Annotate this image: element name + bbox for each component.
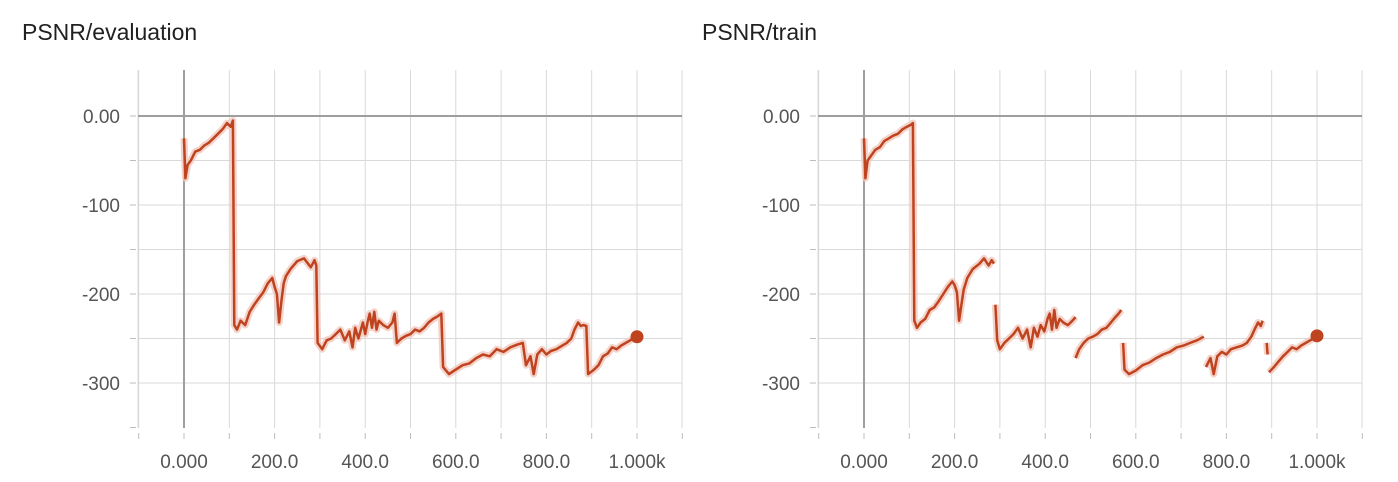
y-tick-label: -200 [762,285,800,306]
x-tick-label: 400.0 [1021,452,1069,473]
series-line [862,121,996,330]
chart-svg: 0.000 200.0 400.0 600.0 800.0 1.000k 0.00 -100 -… [762,70,1363,473]
chart-panel-evaluation: PSNR/evaluation 0.000 200.0 400.0 600.0 800.… [0,0,683,482]
last-point-marker [630,330,644,344]
x-tick-label: 0.000 [160,452,208,473]
chart-title: PSNR/evaluation [22,19,198,45]
series-line [1268,334,1318,374]
x-tick-label: 600.0 [1112,452,1160,473]
series-line [994,304,1077,351]
x-tick-label: 200.0 [931,452,979,473]
series-line [1265,342,1269,355]
chart-panel-train: PSNR/train 0.000 200.0 400.0 600.0 800.0 1.00… [680,0,1363,482]
x-tick-label: 1.000k [1288,452,1346,473]
chart-svg: 0.000 200.0 400.0 600.0 800.0 1.000k 0.00 -100 -… [82,70,683,473]
last-point-marker [1310,329,1324,343]
series-line [182,119,638,376]
series-raw-line [860,119,997,332]
y-tick-label: -200 [82,285,120,306]
x-tick-label: 800.0 [1203,452,1251,473]
x-tick-label: 0.000 [840,452,888,473]
y-tick-label: -300 [762,374,800,395]
x-tick-label: 400.0 [341,452,389,473]
y-tick-label: -100 [762,196,800,217]
x-tick-label: 200.0 [251,452,299,473]
grid [137,70,683,428]
x-tick-label: 1.000k [608,452,666,473]
y-tick-label: 0.00 [83,107,120,128]
grid [817,70,1363,428]
x-tick-label: 800.0 [523,452,571,473]
y-tick-label: -100 [82,196,120,217]
series-line [1204,320,1264,376]
x-tick-label: 600.0 [432,452,480,473]
y-tick-label: 0.00 [763,107,800,128]
y-tick-label: -300 [82,374,120,395]
series-line [1074,309,1123,359]
series-raw-line [991,304,1079,353]
series-line [1121,335,1205,376]
chart-title: PSNR/train [702,19,818,45]
